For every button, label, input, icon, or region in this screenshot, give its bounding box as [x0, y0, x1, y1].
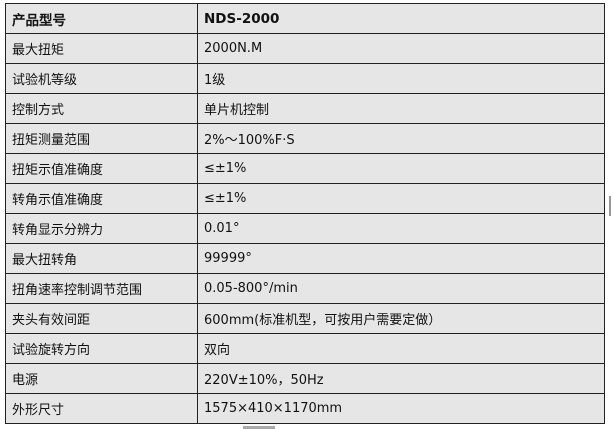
spec-label: 夹头有效间距 [5, 303, 198, 334]
spec-label: 控制方式 [5, 93, 198, 124]
table-row: 扭角速率控制调节范围 0.05-800°/min [5, 273, 605, 304]
spec-label: 试验旋转方向 [5, 333, 198, 364]
table-row: 外形尺寸 1575×410×1170mm [5, 393, 605, 424]
table-header-row: 产品型号 NDS-2000 [5, 3, 605, 34]
spec-value: 99999° [197, 243, 605, 274]
table-row: 夹头有效间距 600mm(标准机型，可按用户需要定做） [5, 303, 605, 334]
spec-value: 2000N.M [197, 33, 605, 64]
spec-value: 1575×410×1170mm [197, 393, 605, 424]
spec-label: 最大扭转角 [5, 243, 198, 274]
spec-label: 最大扭矩 [5, 33, 198, 64]
table-row: 最大扭矩 2000N.M [5, 33, 605, 64]
spec-value: 0.01° [197, 213, 605, 244]
spec-label: 扭矩测量范围 [5, 123, 198, 154]
table-row: 最大扭转角 99999° [5, 243, 605, 274]
table-row: 扭矩示值准确度 ≤±1% [5, 153, 605, 184]
spec-value: 单片机控制 [197, 93, 605, 124]
spec-value: 220V±10%，50Hz [197, 363, 605, 394]
spec-value: 1级 [197, 63, 605, 94]
spec-table: 产品型号 NDS-2000 最大扭矩 2000N.M 试验机等级 1级 控制方式 单片机控制扭… [5, 3, 605, 424]
table-row: 转角显示分辨力 0.01° [5, 213, 605, 244]
table-row: 试验旋转方向 双向 [5, 333, 605, 364]
spec-value: ≤±1% [197, 153, 605, 184]
table-row: 转角示值准确度 ≤±1% [5, 183, 605, 214]
spec-label: 电源 [5, 363, 198, 394]
table-row: 电源 220V±10%，50Hz [5, 363, 605, 394]
table-row: 控制方式 单片机控制 [5, 93, 605, 124]
spec-label: 试验机等级 [5, 63, 198, 94]
spec-value: ≤±1% [197, 183, 605, 214]
spec-value: 0.05-800°/min [197, 273, 605, 304]
table-row: 扭矩测量范围 2%～100%F·S [5, 123, 605, 154]
spec-value: 600mm(标准机型，可按用户需要定做） [197, 303, 605, 334]
spec-value: 双向 [197, 333, 605, 364]
spec-label: 扭角速率控制调节范围 [5, 273, 198, 304]
spec-value: 2%～100%F·S [197, 123, 605, 154]
spec-label: 扭矩示值准确度 [5, 153, 198, 184]
scrollbar[interactable] [609, 196, 611, 216]
horizontal-scrollbar[interactable] [243, 426, 275, 429]
spec-label: 转角显示分辨力 [5, 213, 198, 244]
table-row: 试验机等级 1级 [5, 63, 605, 94]
spec-label: 外形尺寸 [5, 393, 198, 424]
spec-value: NDS-2000 [197, 3, 605, 34]
spec-label: 产品型号 [5, 3, 198, 34]
spec-label: 转角示值准确度 [5, 183, 198, 214]
